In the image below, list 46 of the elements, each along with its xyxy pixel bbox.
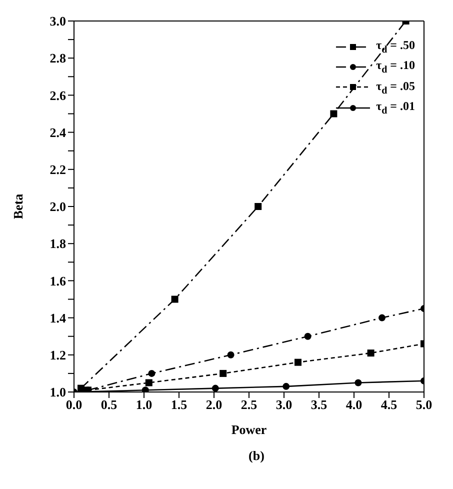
- x-axis-title: Power: [231, 422, 267, 437]
- point: [78, 384, 84, 392]
- point: [294, 358, 302, 366]
- point: [171, 296, 178, 303]
- point: [142, 386, 149, 392]
- x-tick-label: 1.5: [170, 397, 188, 412]
- y-tick-label: 2.8: [50, 50, 66, 66]
- point: [148, 370, 156, 377]
- y-tick-label: 1.2: [50, 348, 66, 363]
- x-tick-label: 4.0: [346, 397, 362, 412]
- y-axis-title: Beta: [10, 193, 26, 220]
- y-tick-label: 2.4: [50, 124, 66, 140]
- point: [367, 350, 374, 357]
- point: [84, 386, 92, 392]
- legend-label: τ$_{d}$ = .05: [376, 78, 415, 96]
- x-tick-label: 2.5: [240, 397, 258, 412]
- y-tick-label: 1.0: [50, 384, 66, 400]
- y-tick-label: 2.6: [50, 88, 66, 103]
- point: [378, 314, 386, 322]
- x-tick-label: 1.0: [136, 397, 152, 412]
- point: [282, 382, 290, 390]
- x-tick-label: 3.5: [310, 397, 328, 412]
- point: [354, 379, 362, 386]
- x-tick-label: 5.0: [416, 397, 432, 412]
- point: [220, 370, 227, 377]
- y-tick-label: 2.0: [50, 199, 66, 214]
- point: [212, 384, 219, 392]
- point: [227, 351, 234, 358]
- legend-label: τ$_{d}$ = .01: [376, 99, 415, 117]
- legend-label: τ$_{d}$ = .50: [376, 38, 415, 56]
- text: (b): [248, 448, 266, 464]
- point: [330, 110, 338, 118]
- x-tick-label: 0.5: [100, 397, 118, 412]
- y-tick-label: 1.4: [50, 310, 66, 326]
- point: [145, 379, 152, 386]
- x-tick-label: 4.5: [380, 397, 398, 412]
- point: [304, 332, 312, 340]
- point: [254, 203, 262, 210]
- x-tick-label: 3.0: [276, 397, 292, 412]
- y-tick-label: 2.2: [50, 162, 66, 178]
- y-tick-label: 1.8: [50, 236, 66, 252]
- x-tick-label: 0.0: [66, 397, 82, 412]
- x-tick-label: 2.0: [206, 397, 222, 412]
- legend-label: τ$_{d}$ = .10: [376, 58, 415, 76]
- y-tick-label: 3.0: [50, 14, 66, 29]
- y-tick-label: 1.6: [50, 273, 66, 288]
